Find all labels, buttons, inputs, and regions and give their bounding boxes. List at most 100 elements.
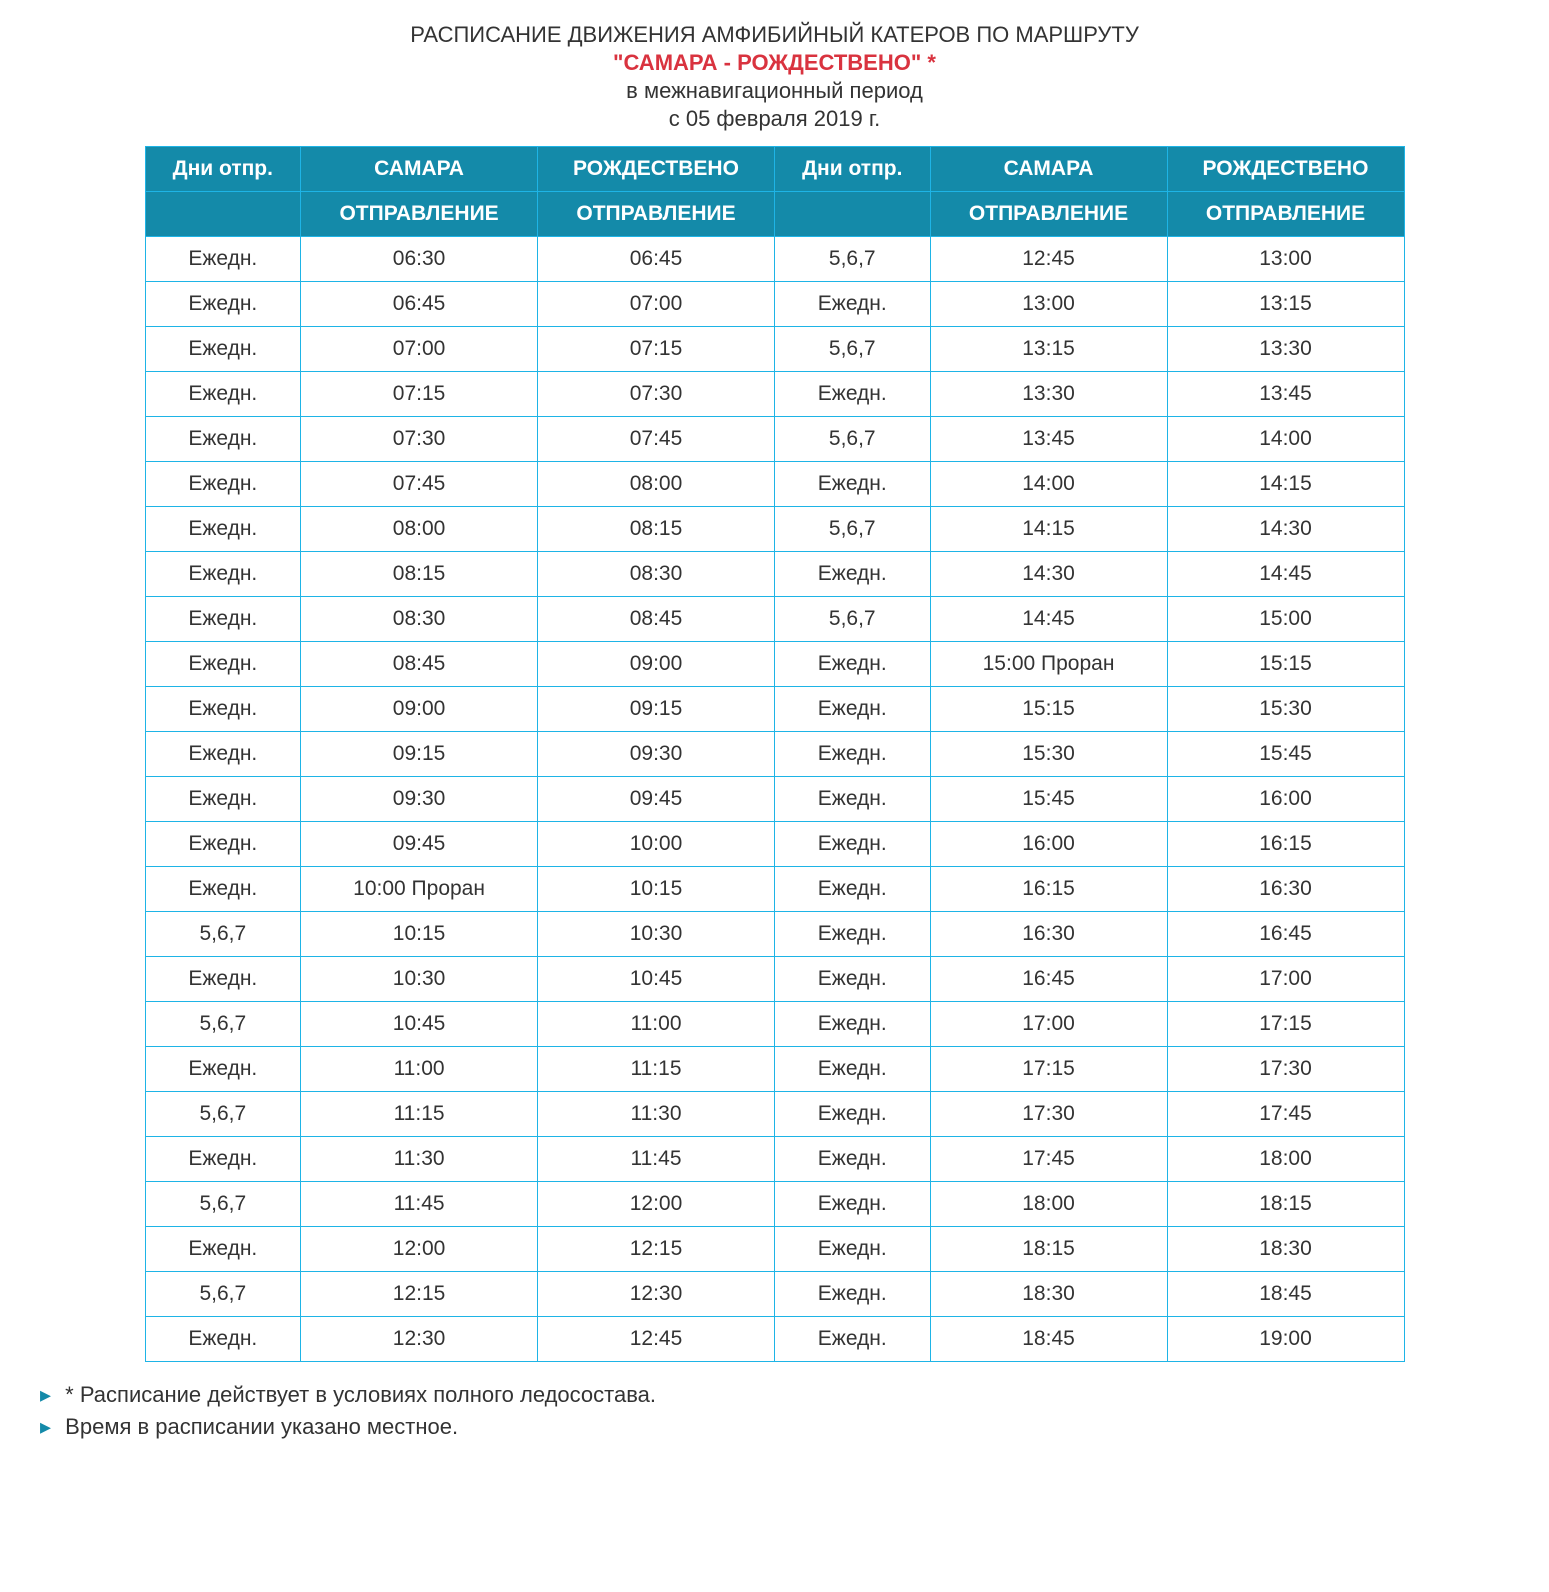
table-cell: 17:15: [930, 1047, 1167, 1092]
table-cell: Ежедн.: [145, 282, 301, 327]
table-cell: 08:15: [538, 507, 775, 552]
col-header-rozhd-left: РОЖДЕСТВЕНО: [538, 147, 775, 192]
table-cell: 5,6,7: [774, 237, 930, 282]
footnotes: ▸ * Расписание действует в условиях полн…: [40, 1382, 1539, 1440]
table-cell: 16:00: [1167, 777, 1404, 822]
route-line: "САМАРА - РОЖДЕСТВЕНО" *: [10, 50, 1539, 76]
table-row: 5,6,710:1510:30Ежедн.16:3016:45: [145, 912, 1404, 957]
table-cell: 5,6,7: [774, 417, 930, 462]
table-cell: 07:30: [301, 417, 538, 462]
table-cell: 13:15: [1167, 282, 1404, 327]
table-cell: 12:00: [301, 1227, 538, 1272]
table-row: Ежедн.09:3009:45Ежедн.15:4516:00: [145, 777, 1404, 822]
table-cell: 5,6,7: [774, 507, 930, 552]
table-cell: Ежедн.: [145, 822, 301, 867]
bullet-icon: ▸: [40, 1414, 51, 1440]
table-cell: Ежедн.: [774, 867, 930, 912]
table-cell: 09:15: [301, 732, 538, 777]
table-row: Ежедн.07:0007:155,6,713:1513:30: [145, 327, 1404, 372]
table-cell: Ежедн.: [145, 867, 301, 912]
table-cell: Ежедн.: [145, 642, 301, 687]
table-cell: Ежедн.: [774, 372, 930, 417]
from-date-line: с 05 февраля 2019 г.: [10, 106, 1539, 132]
table-cell: Ежедн.: [774, 1182, 930, 1227]
table-cell: Ежедн.: [145, 372, 301, 417]
table-cell: Ежедн.: [145, 687, 301, 732]
table-cell: 15:15: [1167, 642, 1404, 687]
col-header-days-left: Дни отпр.: [145, 147, 301, 192]
table-cell: 12:45: [930, 237, 1167, 282]
table-cell: 18:30: [1167, 1227, 1404, 1272]
table-cell: 15:45: [930, 777, 1167, 822]
table-cell: Ежедн.: [145, 327, 301, 372]
col-sub-0: [145, 192, 301, 237]
table-cell: 13:30: [930, 372, 1167, 417]
table-cell: Ежедн.: [774, 732, 930, 777]
footnote-1: ▸ * Расписание действует в условиях полн…: [40, 1382, 1539, 1408]
table-cell: 10:45: [538, 957, 775, 1002]
table-cell: 09:15: [538, 687, 775, 732]
table-cell: 14:00: [930, 462, 1167, 507]
table-row: 5,6,712:1512:30Ежедн.18:3018:45: [145, 1272, 1404, 1317]
table-cell: Ежедн.: [774, 282, 930, 327]
table-cell: Ежедн.: [774, 912, 930, 957]
table-cell: 14:15: [930, 507, 1167, 552]
table-cell: Ежедн.: [774, 1092, 930, 1137]
schedule-table-body: Ежедн.06:3006:455,6,712:4513:00Ежедн.06:…: [145, 237, 1404, 1362]
table-cell: Ежедн.: [145, 597, 301, 642]
table-cell: 13:45: [930, 417, 1167, 462]
table-cell: Ежедн.: [145, 237, 301, 282]
table-cell: 13:00: [930, 282, 1167, 327]
table-cell: 12:30: [538, 1272, 775, 1317]
table-cell: 18:15: [930, 1227, 1167, 1272]
table-row: Ежедн.08:0008:155,6,714:1514:30: [145, 507, 1404, 552]
table-cell: 16:00: [930, 822, 1167, 867]
table-cell: 09:30: [301, 777, 538, 822]
table-cell: 15:15: [930, 687, 1167, 732]
table-cell: 11:00: [538, 1002, 775, 1047]
table-cell: 13:45: [1167, 372, 1404, 417]
table-cell: Ежедн.: [145, 1317, 301, 1362]
table-cell: 15:00: [1167, 597, 1404, 642]
table-row: Ежедн.09:1509:30Ежедн.15:3015:45: [145, 732, 1404, 777]
table-cell: 17:15: [1167, 1002, 1404, 1047]
table-cell: 09:30: [538, 732, 775, 777]
schedule-table: Дни отпр. САМАРА РОЖДЕСТВЕНО Дни отпр. С…: [145, 146, 1405, 1362]
col-sub-1: ОТПРАВЛЕНИЕ: [301, 192, 538, 237]
table-cell: 14:15: [1167, 462, 1404, 507]
table-cell: Ежедн.: [145, 552, 301, 597]
table-cell: 10:15: [301, 912, 538, 957]
table-cell: 18:45: [1167, 1272, 1404, 1317]
table-row: 5,6,711:4512:00Ежедн.18:0018:15: [145, 1182, 1404, 1227]
table-row: Ежедн.06:3006:455,6,712:4513:00: [145, 237, 1404, 282]
table-row: Ежедн.09:0009:15Ежедн.15:1515:30: [145, 687, 1404, 732]
table-row: Ежедн.08:1508:30Ежедн.14:3014:45: [145, 552, 1404, 597]
table-cell: 17:45: [930, 1137, 1167, 1182]
table-cell: 07:45: [301, 462, 538, 507]
footnote-2: ▸ Время в расписании указано местное.: [40, 1414, 1539, 1440]
table-cell: 09:00: [301, 687, 538, 732]
table-row: Ежедн.11:3011:45Ежедн.17:4518:00: [145, 1137, 1404, 1182]
table-row: Ежедн.10:3010:45Ежедн.16:4517:00: [145, 957, 1404, 1002]
table-cell: 18:00: [1167, 1137, 1404, 1182]
table-cell: Ежедн.: [145, 417, 301, 462]
table-cell: 13:30: [1167, 327, 1404, 372]
table-cell: 12:45: [538, 1317, 775, 1362]
table-cell: 10:30: [301, 957, 538, 1002]
table-cell: 15:30: [930, 732, 1167, 777]
footnote-text: Время в расписании указано местное.: [65, 1414, 458, 1439]
table-cell: 17:30: [1167, 1047, 1404, 1092]
bullet-icon: ▸: [40, 1382, 51, 1408]
table-cell: 09:00: [538, 642, 775, 687]
table-cell: Ежедн.: [774, 777, 930, 822]
table-cell: 11:15: [301, 1092, 538, 1137]
header-block: РАСПИСАНИЕ ДВИЖЕНИЯ АМФИБИЙНЫЙ КАТЕРОВ П…: [10, 22, 1539, 132]
table-row: Ежедн.10:00 Проран10:15Ежедн.16:1516:30: [145, 867, 1404, 912]
table-cell: 16:45: [1167, 912, 1404, 957]
table-cell: 5,6,7: [774, 597, 930, 642]
table-cell: Ежедн.: [774, 1272, 930, 1317]
table-cell: 5,6,7: [145, 912, 301, 957]
table-cell: 13:00: [1167, 237, 1404, 282]
table-cell: 08:00: [301, 507, 538, 552]
table-cell: 15:00 Проран: [930, 642, 1167, 687]
